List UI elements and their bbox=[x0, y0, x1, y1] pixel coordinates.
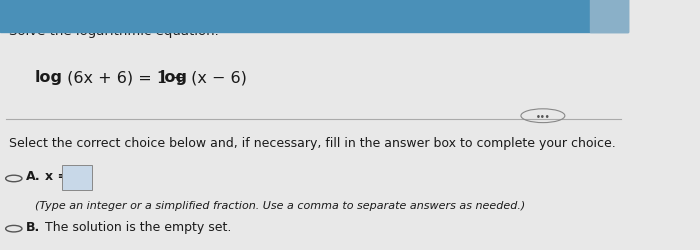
Text: log: log bbox=[34, 70, 62, 85]
FancyBboxPatch shape bbox=[62, 165, 92, 190]
Text: Select the correct choice below and, if necessary, fill in the answer box to com: Select the correct choice below and, if … bbox=[9, 136, 616, 149]
FancyBboxPatch shape bbox=[590, 0, 628, 32]
Text: Solve the logarithmic equation.: Solve the logarithmic equation. bbox=[9, 25, 219, 38]
Text: •••: ••• bbox=[536, 113, 550, 122]
Text: x =: x = bbox=[46, 170, 69, 183]
Text: The solution is the empty set.: The solution is the empty set. bbox=[46, 220, 232, 233]
Text: (6x + 6) = 1 +: (6x + 6) = 1 + bbox=[62, 70, 190, 85]
Text: (x − 6): (x − 6) bbox=[186, 70, 246, 85]
Text: log: log bbox=[160, 70, 188, 85]
FancyBboxPatch shape bbox=[0, 0, 628, 32]
Text: B.: B. bbox=[27, 220, 41, 233]
Text: A.: A. bbox=[27, 170, 41, 183]
Text: (Type an integer or a simplified fraction. Use a comma to separate answers as ne: (Type an integer or a simplified fractio… bbox=[34, 200, 525, 210]
